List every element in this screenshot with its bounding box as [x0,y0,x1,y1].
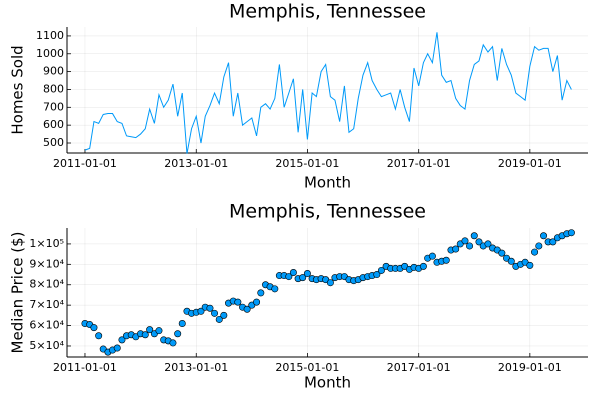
point [95,332,103,340]
point [118,336,126,344]
line [84,32,572,154]
y-tick-label: 1000 [36,47,64,60]
point [535,242,543,250]
point [299,274,307,282]
point [169,339,177,347]
x-tick-label: 2011-01-01 [53,361,117,374]
point [174,330,182,338]
y-axis-label: Median Price ($) [9,232,27,354]
point [197,307,205,315]
y-tick-label: 700 [43,100,64,113]
x-tick-label: 2011-01-01 [53,157,117,170]
point [303,270,311,278]
point [326,279,334,287]
point [428,252,436,260]
y-tick-label: 500 [43,136,64,149]
y-tick-label: 7×10⁴ [29,298,64,311]
point [234,298,242,306]
y-tick-label: 1×10⁵ [29,237,64,250]
y-tick-label: 1100 [36,29,64,42]
y-tick-label: 8×10⁴ [29,278,64,291]
point [289,268,297,276]
point [540,232,548,240]
point [113,344,121,352]
point [253,298,261,306]
y-tick-label: 5×10⁴ [29,339,64,352]
point [549,238,557,246]
chart-title: Memphis, Tennessee [229,201,426,223]
point [377,266,385,274]
x-axis-label: Month [304,174,351,192]
point [257,289,265,297]
x-tick-label: 2017-01-01 [387,361,451,374]
y-tick-label: 600 [43,118,64,131]
x-tick-label: 2013-01-01 [164,157,228,170]
x-tick-label: 2013-01-01 [164,361,228,374]
point [243,305,251,313]
chart-title: Memphis, Tennessee [229,1,426,23]
point [271,285,279,293]
x-axis-label: Month [304,374,351,392]
point [475,238,483,246]
point [498,249,506,257]
point [452,245,460,253]
x-tick-label: 2017-01-01 [387,157,451,170]
point [526,261,534,269]
point [155,327,163,335]
point [531,248,539,256]
point [178,320,186,328]
x-tick-label: 2019-01-01 [498,157,562,170]
point [442,256,450,264]
point [373,271,381,279]
y-axis-label: Homes Sold [9,45,27,134]
x-tick-label: 2015-01-01 [275,361,339,374]
point [220,311,228,319]
point [90,324,98,332]
point [567,229,575,237]
point [285,273,293,281]
point [484,240,492,248]
point [461,237,469,245]
point [141,331,149,339]
y-tick-label: 9×10⁴ [29,257,64,270]
y-tick-label: 800 [43,82,64,95]
y-tick-label: 6×10⁴ [29,319,64,332]
point [146,326,154,334]
y-tick-label: 900 [43,65,64,78]
point [466,242,474,250]
point [211,309,219,317]
x-tick-label: 2015-01-01 [275,157,339,170]
point [507,257,515,265]
point [206,304,214,312]
x-tick-label: 2019-01-01 [498,361,562,374]
point [470,232,478,240]
point [215,315,223,323]
point [419,262,427,270]
